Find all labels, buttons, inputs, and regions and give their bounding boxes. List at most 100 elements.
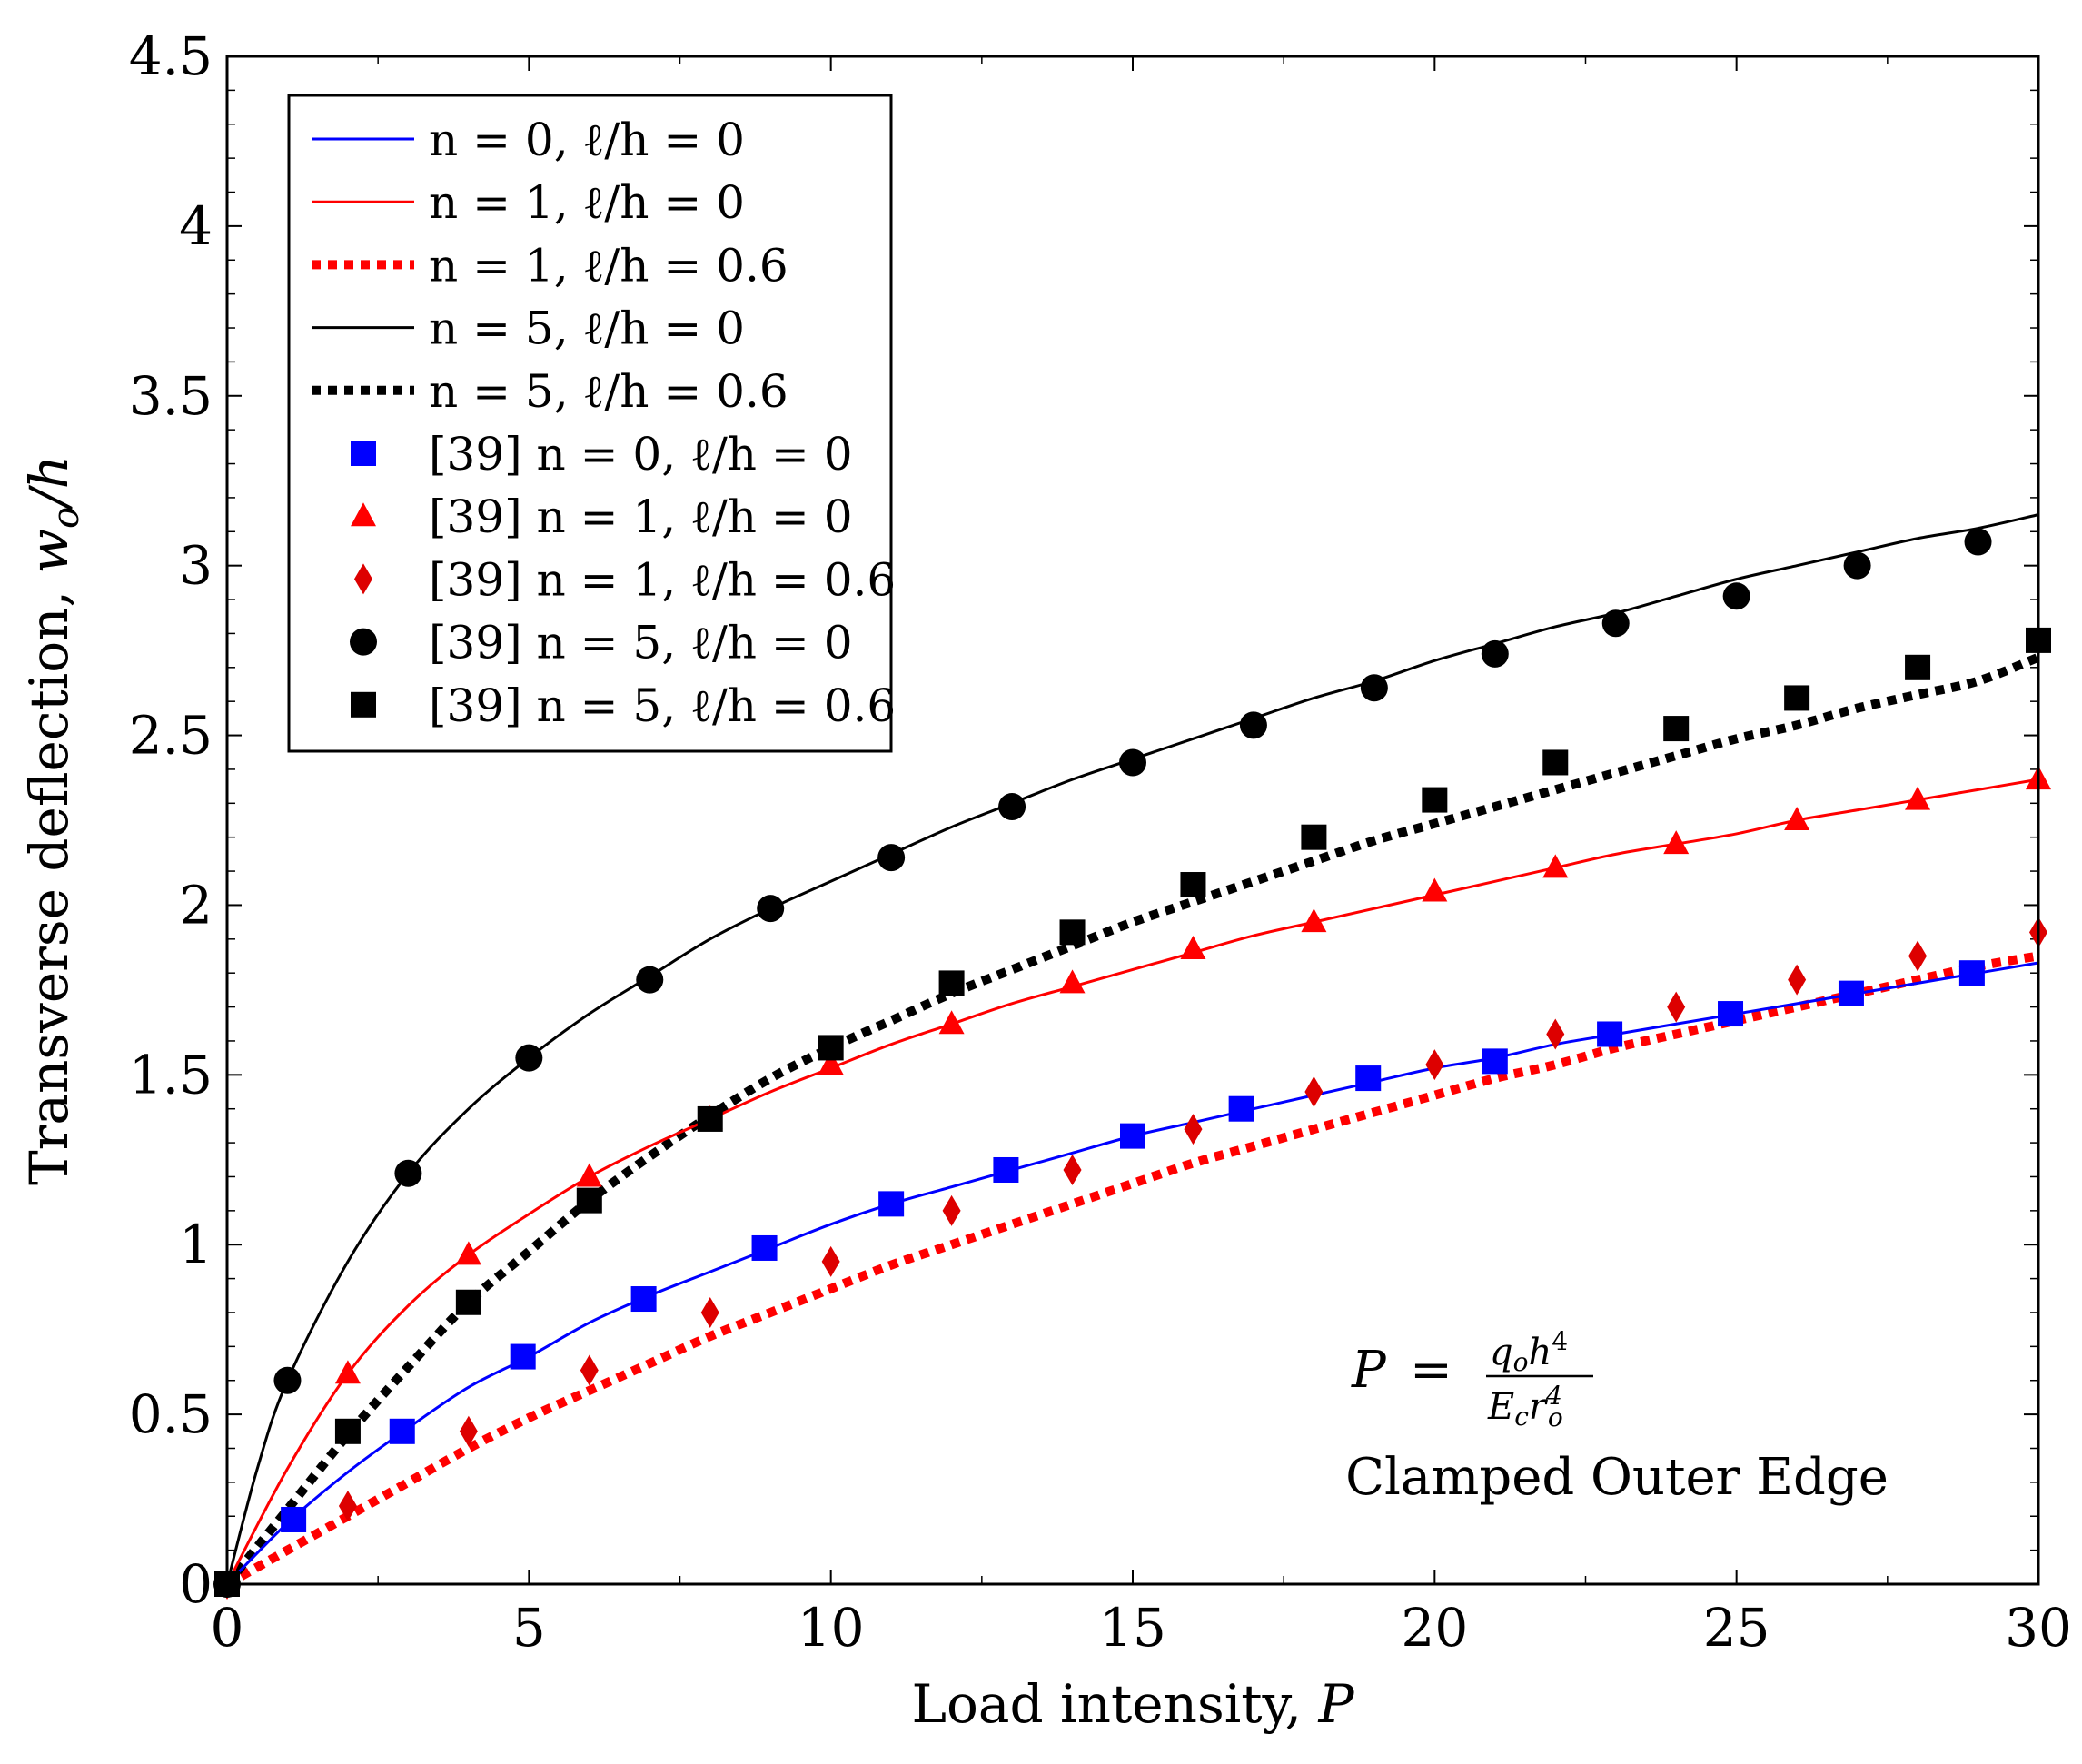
legend-item: n = 1, ℓ/h = 0.6 bbox=[312, 239, 788, 292]
y-tick-label: 0.5 bbox=[129, 1383, 213, 1445]
legend-label: [39] n = 5, ℓ/h = 0.6 bbox=[429, 679, 896, 732]
legend-swatch bbox=[350, 628, 377, 656]
data-point bbox=[1063, 1154, 1082, 1185]
data-point bbox=[1784, 685, 1810, 711]
data-point bbox=[1422, 787, 1448, 813]
legend-item: n = 1, ℓ/h = 0 bbox=[312, 176, 745, 229]
y-tick-label: 0 bbox=[179, 1553, 213, 1615]
legend-label: [39] n = 0, ℓ/h = 0 bbox=[429, 428, 853, 481]
formula-den-r-sup: 4 bbox=[1545, 1381, 1562, 1411]
y-axis-label-text: Transverse deflection, bbox=[18, 574, 80, 1185]
data-point bbox=[273, 1366, 302, 1394]
formula-annotation: P = qoh4 Ecr4 o bbox=[1351, 1326, 1593, 1432]
data-point bbox=[1542, 854, 1569, 878]
legend-item: [39] n = 1, ℓ/h = 0 bbox=[351, 491, 853, 543]
data-point bbox=[389, 1418, 415, 1444]
data-point bbox=[1601, 609, 1630, 638]
data-point bbox=[878, 1191, 905, 1217]
formula-den-E: E bbox=[1487, 1386, 1514, 1428]
data-point bbox=[751, 1234, 778, 1261]
x-tick-label: 0 bbox=[211, 1597, 244, 1659]
data-point bbox=[1718, 1001, 1744, 1027]
data-point bbox=[993, 1156, 1019, 1183]
data-point bbox=[576, 1163, 602, 1187]
y-tick-label: 4 bbox=[179, 195, 213, 257]
legend-items: n = 0, ℓ/h = 0 n = 1, ℓ/h = 0 n = 1, ℓ/h =… bbox=[312, 114, 896, 732]
formula-denominator: Ecr4 o bbox=[1487, 1381, 1563, 1432]
data-point bbox=[1059, 919, 1086, 946]
boundary-condition-label: Clamped Outer Edge bbox=[1345, 1448, 1889, 1507]
data-point bbox=[338, 1491, 357, 1522]
y-tick-label: 1 bbox=[179, 1214, 213, 1275]
series-4 bbox=[223, 652, 2040, 1588]
data-point bbox=[942, 1194, 961, 1226]
y-tick-label: 2 bbox=[179, 874, 213, 936]
legend-item: [39] n = 5, ℓ/h = 0 bbox=[350, 617, 853, 669]
legend-item: [39] n = 1, ℓ/h = 0.6 bbox=[354, 553, 896, 606]
data-point bbox=[1722, 582, 1750, 610]
formula-num-h-sup: 4 bbox=[1552, 1326, 1568, 1356]
series-line bbox=[224, 951, 2039, 1589]
data-point bbox=[1059, 969, 1086, 994]
data-point bbox=[1838, 980, 1864, 1006]
plot-series bbox=[213, 513, 2051, 1600]
x-tick-label: 5 bbox=[512, 1597, 546, 1659]
formula-den-E-sub: c bbox=[1514, 1402, 1529, 1432]
data-point bbox=[998, 793, 1026, 821]
data-point bbox=[700, 1296, 719, 1328]
legend-item: n = 5, ℓ/h = 0 bbox=[312, 302, 745, 355]
data-point bbox=[938, 970, 965, 996]
legend-item: [39] n = 0, ℓ/h = 0 bbox=[351, 428, 853, 481]
legend-swatch bbox=[351, 691, 376, 718]
y-tick-label: 3.5 bbox=[129, 365, 213, 427]
legend: n = 0, ℓ/h = 0 n = 1, ℓ/h = 0 n = 1, ℓ/h =… bbox=[287, 94, 896, 753]
legend-label: [39] n = 1, ℓ/h = 0.6 bbox=[429, 553, 896, 606]
data-point bbox=[1905, 786, 1931, 810]
data-point bbox=[580, 1354, 599, 1386]
data-point bbox=[1784, 807, 1810, 830]
formula-num-q-sub: o bbox=[1513, 1347, 1529, 1377]
y-axis-label: Transverse deflection, wo/h bbox=[18, 455, 87, 1185]
legend-label: [39] n = 5, ℓ/h = 0 bbox=[429, 617, 853, 669]
formula-den-r: r bbox=[1529, 1386, 1549, 1428]
formula-equals: = bbox=[1410, 1341, 1452, 1400]
legend-item: n = 0, ℓ/h = 0 bbox=[312, 114, 745, 166]
formula-num-h: h bbox=[1528, 1332, 1552, 1373]
data-point bbox=[1663, 716, 1690, 742]
series-line bbox=[225, 513, 2039, 1585]
data-point bbox=[1239, 711, 1267, 739]
legend-item: [39] n = 5, ℓ/h = 0.6 bbox=[351, 679, 896, 732]
data-point bbox=[1667, 991, 1686, 1023]
data-point bbox=[630, 1286, 657, 1313]
formula-num-q: q bbox=[1490, 1332, 1513, 1373]
data-point bbox=[1663, 830, 1690, 855]
data-point bbox=[394, 1159, 422, 1187]
y-tick-label: 1.5 bbox=[129, 1044, 213, 1105]
legend-label: [39] n = 1, ℓ/h = 0 bbox=[429, 491, 853, 543]
data-point bbox=[455, 1289, 481, 1315]
data-point bbox=[1843, 551, 1871, 580]
data-point bbox=[1180, 872, 1206, 898]
series-line bbox=[225, 778, 2039, 1585]
y-tick-label: 3 bbox=[179, 535, 213, 597]
data-point bbox=[1355, 1065, 1382, 1092]
legend-label: n = 1, ℓ/h = 0.6 bbox=[429, 239, 788, 292]
data-point bbox=[1964, 528, 1992, 556]
data-point bbox=[1908, 940, 1928, 972]
series-1 bbox=[225, 778, 2039, 1585]
formula-numerator: qoh4 bbox=[1490, 1326, 1568, 1377]
x-axis-label: Load intensity, P bbox=[911, 1673, 1354, 1735]
data-point bbox=[818, 1051, 844, 1075]
data-point bbox=[281, 1506, 307, 1532]
legend-swatch bbox=[351, 502, 376, 527]
series-9 bbox=[214, 627, 2051, 1597]
x-axis-label-text: Load intensity, bbox=[911, 1673, 1318, 1735]
legend-item: n = 5, ℓ/h = 0.6 bbox=[312, 365, 788, 418]
data-point bbox=[576, 1187, 602, 1214]
plot-frame bbox=[225, 55, 2040, 1586]
data-point bbox=[938, 1010, 965, 1035]
y-tick-label: 4.5 bbox=[129, 25, 213, 87]
data-point bbox=[818, 1035, 844, 1061]
data-point bbox=[1422, 877, 1448, 902]
